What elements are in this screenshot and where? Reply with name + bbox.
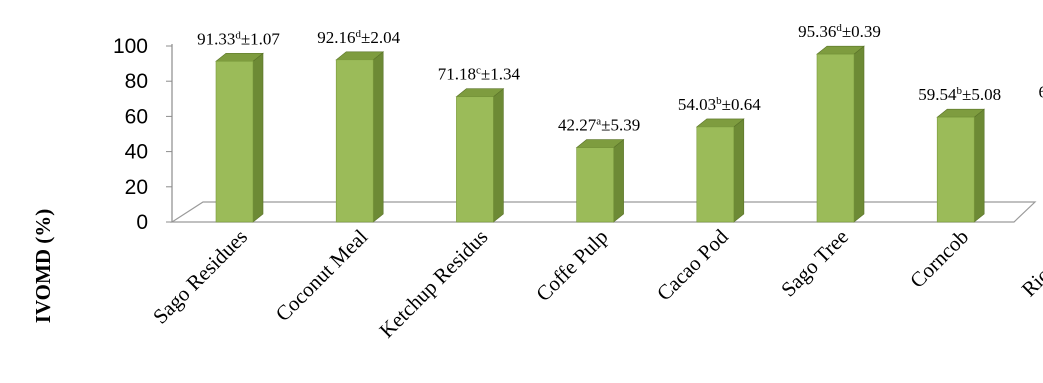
y-tick-label: 0 (136, 211, 148, 234)
data-label: 92.16d±2.04 (317, 28, 400, 47)
bar-front (816, 53, 855, 223)
bar (816, 45, 865, 223)
bar-front (215, 60, 254, 223)
bar-front (936, 116, 975, 223)
y-axis-title: IVOMD (%) (31, 209, 55, 323)
category-label: Rice Bran (1017, 224, 1043, 301)
y-tick-label: 20 (125, 176, 148, 199)
category-label: Coffe Pulp (531, 225, 612, 306)
category-label: Cacao Pod (652, 224, 733, 305)
data-label: 42.27a±5.39 (558, 116, 640, 135)
bar-side (613, 138, 624, 223)
category-label: Sago Tree (776, 225, 853, 302)
bar (695, 118, 745, 223)
y-tick-label: 60 (125, 105, 148, 128)
data-label: 54.03b±0.64 (678, 95, 761, 114)
category-label: Sago Residues (148, 225, 252, 329)
category-label: Corncob (905, 225, 973, 293)
data-label: 60.96b±3.62 (1038, 83, 1043, 102)
data-labels: 91.33d±1.07 92.16d±2.04 71.18c±1.34 42.27a±… (197, 22, 1043, 134)
bar-front (335, 59, 374, 223)
bars (215, 45, 986, 223)
data-label: 95.36d±0.39 (798, 22, 881, 41)
bar-side (493, 88, 504, 223)
bar-front (576, 147, 614, 223)
y-tick-labels: 0 20 40 60 80 100 (113, 35, 172, 234)
bar-front (456, 96, 494, 223)
bar (335, 51, 385, 223)
bar (215, 52, 264, 223)
bar-side (853, 45, 865, 223)
data-label: 59.54b±5.08 (918, 85, 1001, 104)
bar-front (696, 126, 735, 223)
y-tick-label: 40 (125, 141, 148, 164)
bar-side (733, 118, 745, 223)
category-label: Coconut Meal (271, 224, 373, 326)
bar-side (973, 108, 985, 223)
bar (575, 138, 625, 223)
data-label: 71.18c±1.34 (438, 65, 521, 84)
data-label: 91.33d±1.07 (197, 29, 280, 48)
bar-side (372, 51, 384, 223)
category-label: Ketchup Residus (374, 225, 492, 343)
bar-side (252, 52, 264, 223)
bar (936, 108, 986, 223)
category-labels: Sago Residues Coconut Meal Ketchup Residus… (148, 224, 1043, 342)
y-tick-label: 100 (113, 35, 148, 58)
bar (455, 88, 505, 223)
y-tick-label: 80 (125, 70, 148, 93)
